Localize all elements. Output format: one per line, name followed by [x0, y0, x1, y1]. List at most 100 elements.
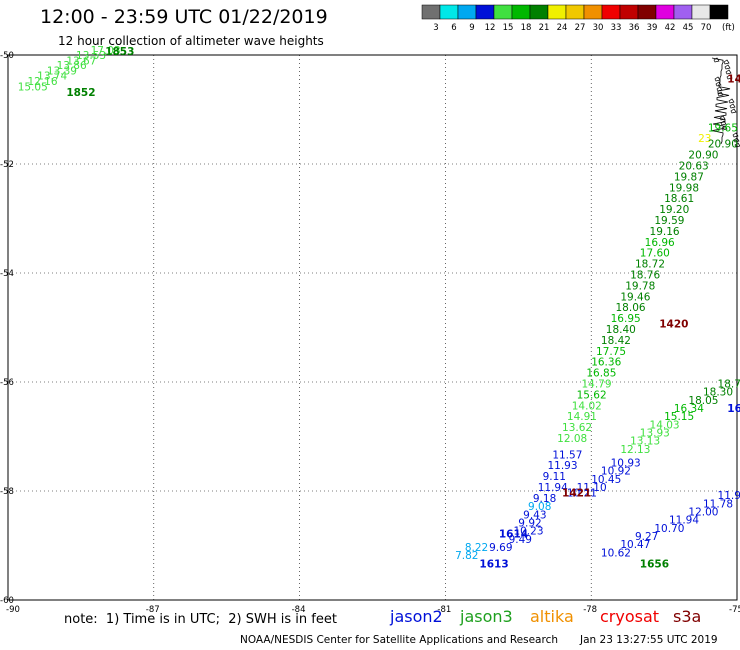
pass-time-label: 1418	[727, 73, 740, 85]
island-outline	[728, 98, 735, 104]
island-outline	[716, 86, 723, 92]
lat-tick-label: -60	[0, 596, 14, 606]
swh-label: 19.87	[674, 171, 704, 183]
swh-label: 19.16	[650, 226, 680, 238]
swh-label: 9.43	[523, 509, 546, 521]
colorbar-label: 33	[611, 23, 622, 33]
swh-label: 12.00	[688, 507, 718, 519]
swh-label: 10.21	[567, 487, 597, 499]
colorbar-label: 18	[521, 23, 532, 33]
swh-label: 13.39	[47, 66, 77, 78]
colorbar-label: 70	[701, 23, 712, 33]
swh-label: 14.03	[650, 419, 680, 431]
colorbar-label: 39	[647, 23, 658, 33]
swh-label: 11.94	[538, 482, 568, 494]
swh-label: 11.57	[552, 449, 582, 461]
swh-label: 11.10	[577, 482, 607, 494]
swh-label: 9.27	[635, 531, 658, 543]
island-outline	[726, 74, 733, 80]
map-title: 12:00 - 23:59 UTC 01/22/2019	[40, 6, 328, 28]
swh-label: 19.98	[669, 182, 699, 194]
colorbar-swatch	[565, 4, 585, 20]
swh-label: 18.05	[688, 395, 718, 407]
lon-tick-label: -87	[146, 605, 160, 615]
colorbar-label: 15	[503, 23, 514, 33]
swh-label: 18.42	[601, 335, 631, 347]
swh-label: 20.90	[708, 139, 738, 151]
island-outline	[714, 76, 721, 82]
colorbar-swatch	[691, 4, 711, 20]
credit-line: NOAA/NESDIS Center for Satellite Applica…	[240, 634, 558, 646]
swh-label: 10.70	[654, 523, 684, 535]
swh-label: 9.49	[509, 534, 532, 546]
swh-label: 15.15	[664, 411, 694, 423]
legend-cryosat: cryosat	[600, 607, 660, 626]
lon-tick-label: -81	[437, 605, 451, 615]
pass-time-label: 1613	[479, 558, 508, 570]
colorbar-label: 45	[683, 23, 694, 33]
swh-label: 18.40	[606, 324, 636, 336]
swh-label: 13.74	[37, 71, 67, 83]
colorbar-swatch	[655, 4, 675, 20]
pass-time-label: 1617	[727, 403, 740, 415]
swh-label: 13.13	[630, 436, 660, 448]
lon-tick-label: -90	[6, 605, 20, 615]
colorbar-label: 42	[665, 23, 676, 33]
island-outline	[715, 81, 722, 87]
swh-label: 13.86	[57, 60, 87, 72]
swh-label: 23	[698, 133, 711, 145]
colorbar-label: 36	[629, 23, 640, 33]
island-outline	[729, 103, 736, 109]
colorbar-swatch	[457, 4, 477, 20]
pass-time-label: 1421	[562, 487, 591, 499]
colorbar-label: 21	[539, 23, 550, 33]
legend-altika: altika	[530, 607, 574, 626]
swh-label: 20.63	[679, 160, 709, 172]
swh-label: 7.82	[455, 550, 478, 562]
colorbar-swatch	[493, 4, 513, 20]
swh-label: 17.75	[596, 346, 626, 358]
colorbar-label: 6	[451, 23, 456, 33]
swh-label: 11.93	[547, 460, 577, 472]
island-outline	[733, 137, 740, 143]
map-subtitle: 12 hour collection of altimeter wave hei…	[58, 34, 324, 48]
pass-time-label: 1853	[105, 46, 134, 58]
colorbar-label: 30	[593, 23, 604, 33]
swh-label: 10.62	[601, 547, 631, 559]
swh-label: 9.08	[528, 501, 551, 513]
swh-label: 18.72	[635, 259, 665, 271]
colorbar-swatch	[583, 4, 603, 20]
lat-tick-label: -56	[0, 378, 14, 388]
render-timestamp: Jan 23 13:27:55 UTC 2019	[580, 634, 718, 646]
island-outline	[717, 91, 724, 97]
colorbar-swatch	[709, 4, 729, 20]
swh-label: 16.36	[591, 357, 621, 369]
swh-label: 10.45	[591, 474, 621, 486]
swh-label: 16.34	[674, 403, 704, 415]
pass-time-label: 1614	[499, 528, 528, 540]
swh-label: 9.18	[533, 493, 556, 505]
swh-label: 16.95	[611, 313, 641, 325]
swh-label: 15.62	[577, 389, 607, 401]
swh-label: 18.76	[630, 269, 660, 281]
legend-jason2: jason2	[390, 607, 443, 626]
swh-label: 18.7	[718, 378, 740, 390]
island-outline	[721, 125, 728, 131]
swh-label: 11.94	[669, 515, 699, 527]
island-outline	[724, 64, 731, 70]
pass-time-label: 1656	[640, 558, 669, 570]
swh-label: 12.16	[27, 76, 57, 88]
pass-time-label: 1852	[66, 87, 95, 99]
island-outline	[732, 132, 739, 138]
colorbar-swatch	[637, 4, 657, 20]
colorbar-units: (ft)	[722, 23, 735, 33]
swh-label: 8.22	[465, 542, 488, 554]
colorbar-swatch	[439, 4, 459, 20]
swh-label: 16.96	[645, 237, 675, 249]
colorbar-label: 12	[485, 23, 496, 33]
colorbar-swatch	[547, 4, 567, 20]
lat-tick-label: -52	[0, 160, 14, 170]
lat-tick-label: -54	[0, 269, 14, 279]
swh-label: 15.05	[18, 81, 48, 93]
